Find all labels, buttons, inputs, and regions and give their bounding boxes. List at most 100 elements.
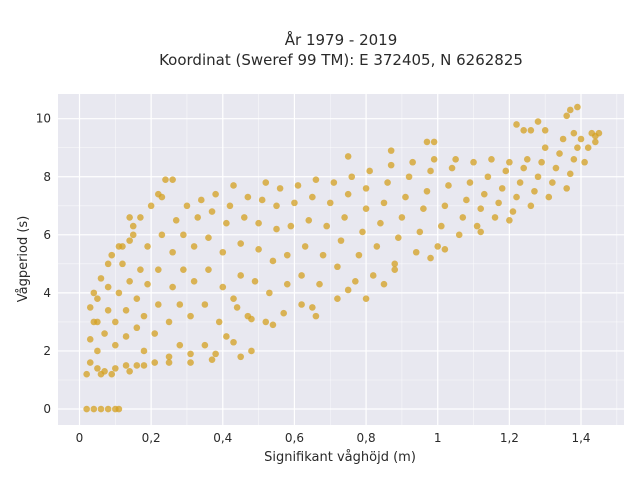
data-point <box>545 193 553 201</box>
data-point <box>523 156 531 163</box>
data-point <box>477 228 485 236</box>
data-point <box>409 158 416 166</box>
data-point <box>162 176 169 183</box>
data-point <box>438 222 445 230</box>
x-tick-label: 0,2 <box>142 431 161 445</box>
data-point <box>527 202 535 210</box>
data-point <box>434 243 442 250</box>
data-point <box>155 266 162 273</box>
data-point <box>352 277 359 285</box>
data-point <box>344 153 352 160</box>
data-point <box>212 190 219 198</box>
data-point <box>255 246 262 253</box>
data-point <box>556 150 563 157</box>
data-point <box>83 405 90 413</box>
data-point <box>269 257 277 265</box>
data-point <box>309 193 316 201</box>
data-point <box>104 283 112 291</box>
data-point <box>94 347 101 355</box>
data-point <box>165 318 173 326</box>
data-point <box>190 277 198 285</box>
data-point <box>258 196 266 204</box>
chart-title-line2: Koordinat (Sweref 99 TM): E 372405, N 62… <box>159 51 523 69</box>
data-point <box>402 193 409 201</box>
data-point <box>377 219 384 227</box>
data-point <box>384 179 391 186</box>
data-point <box>104 307 112 314</box>
data-point <box>183 202 191 210</box>
data-point <box>549 179 556 186</box>
y-tick-label: 6 <box>43 228 51 242</box>
data-point <box>212 350 219 358</box>
data-point <box>158 231 166 239</box>
data-point <box>423 187 431 195</box>
data-point <box>101 330 108 337</box>
data-point <box>115 289 123 297</box>
data-point <box>266 289 273 297</box>
data-point <box>337 237 345 244</box>
data-point <box>187 350 194 358</box>
data-point <box>566 170 574 178</box>
data-point <box>133 362 141 369</box>
data-point <box>90 318 98 326</box>
data-point <box>112 318 119 326</box>
chart-title-line1: År 1979 - 2019 <box>285 30 398 49</box>
y-tick-label: 10 <box>36 112 51 126</box>
data-point <box>484 173 492 181</box>
data-point <box>470 158 477 166</box>
data-point <box>344 286 352 294</box>
data-point <box>104 405 112 413</box>
x-tick-labels: 0 0,2 0,4 0,6 0,8 1 1,2 1,4 <box>76 431 591 445</box>
data-point <box>226 202 234 210</box>
data-point <box>155 190 162 198</box>
data-point <box>520 126 527 134</box>
y-tick-labels: 0 2 4 6 8 10 <box>36 112 51 416</box>
data-point <box>197 196 205 204</box>
data-point <box>312 176 320 183</box>
y-tick-label: 2 <box>43 344 51 358</box>
data-point <box>194 214 202 221</box>
data-point <box>463 196 470 204</box>
data-point <box>180 266 187 273</box>
data-point <box>355 251 363 259</box>
data-point <box>534 173 542 181</box>
data-point <box>420 205 427 212</box>
data-point <box>491 214 499 221</box>
x-tick-label: 0,4 <box>213 431 232 445</box>
data-point <box>531 187 538 195</box>
data-point <box>273 225 280 233</box>
data-point <box>169 283 176 291</box>
data-point <box>427 254 434 262</box>
data-point <box>155 301 162 308</box>
data-point <box>563 112 570 120</box>
x-tick-label: 0 <box>76 431 84 445</box>
data-point <box>187 312 194 320</box>
data-point <box>584 144 592 152</box>
data-point <box>140 362 148 369</box>
data-point <box>169 248 176 256</box>
data-point <box>151 359 159 366</box>
data-point <box>248 347 255 355</box>
data-point <box>233 304 241 311</box>
data-point <box>208 208 216 215</box>
data-point <box>430 138 438 146</box>
data-point <box>559 135 567 143</box>
data-point <box>287 222 295 230</box>
data-point <box>223 333 230 340</box>
data-point <box>398 214 406 221</box>
data-point <box>362 295 370 302</box>
data-point <box>570 129 578 137</box>
data-point <box>323 222 330 230</box>
data-point <box>448 164 456 172</box>
x-tick-label: 1,4 <box>571 431 590 445</box>
data-point <box>509 208 517 215</box>
data-point <box>244 193 252 201</box>
data-point <box>205 266 212 273</box>
data-point <box>151 330 159 337</box>
data-point <box>359 228 366 236</box>
data-point <box>513 193 520 201</box>
data-point <box>140 347 148 355</box>
data-point <box>498 185 506 192</box>
